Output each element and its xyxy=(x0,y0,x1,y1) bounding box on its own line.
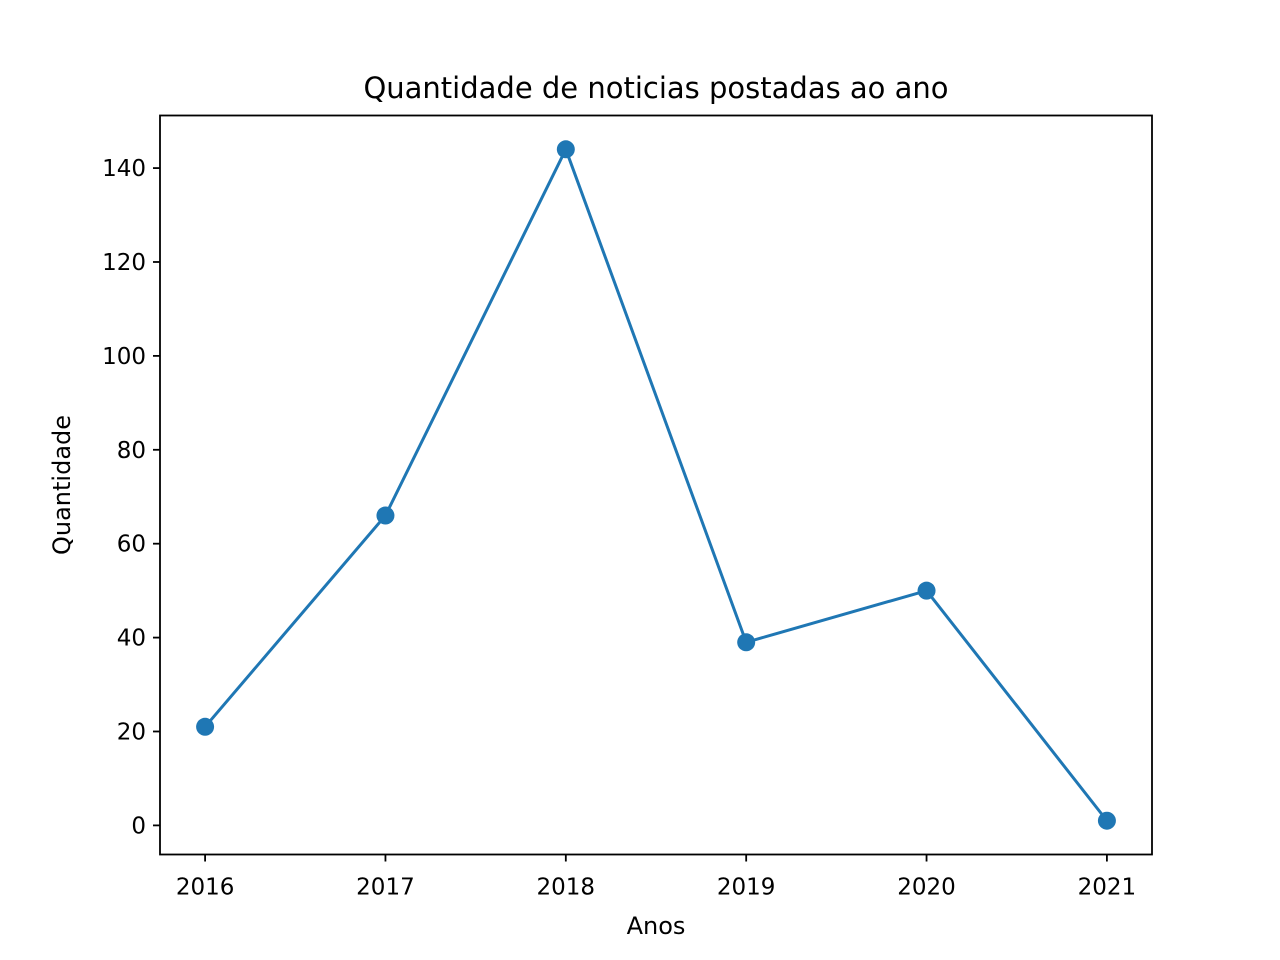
y-tick-label: 0 xyxy=(131,813,146,839)
plot-frame xyxy=(159,114,1153,856)
x-tick-label: 2018 xyxy=(537,875,596,901)
chart-title: Quantidade de noticias postadas ao ano xyxy=(363,71,948,105)
x-tick-label: 2020 xyxy=(897,875,956,901)
x-tick-label: 2017 xyxy=(356,875,415,901)
data-point xyxy=(737,633,756,652)
y-tick-label: 40 xyxy=(117,626,146,652)
series-layer xyxy=(196,140,1116,830)
y-tick-label: 100 xyxy=(102,344,146,370)
x-tick-label: 2016 xyxy=(176,875,235,901)
x-axis: 2016 2017 2018 2019 2020 2021 xyxy=(176,854,1137,901)
data-point xyxy=(1097,811,1116,830)
data-point xyxy=(917,581,936,600)
y-axis: 0 20 40 60 80 100 120 140 xyxy=(102,156,160,839)
x-tick-label: 2019 xyxy=(717,875,776,901)
x-tick-label: 2021 xyxy=(1078,875,1137,901)
y-tick-label: 140 xyxy=(102,156,146,182)
y-axis-label: Quantidade xyxy=(48,415,76,555)
y-tick-label: 120 xyxy=(102,250,146,276)
data-point xyxy=(196,717,215,736)
data-point xyxy=(556,140,575,159)
data-point xyxy=(376,506,395,525)
y-tick-label: 20 xyxy=(117,719,146,745)
y-tick-label: 80 xyxy=(117,438,146,464)
series-line xyxy=(202,147,1110,823)
x-axis-label: Anos xyxy=(627,912,686,940)
y-tick-label: 60 xyxy=(117,532,146,558)
